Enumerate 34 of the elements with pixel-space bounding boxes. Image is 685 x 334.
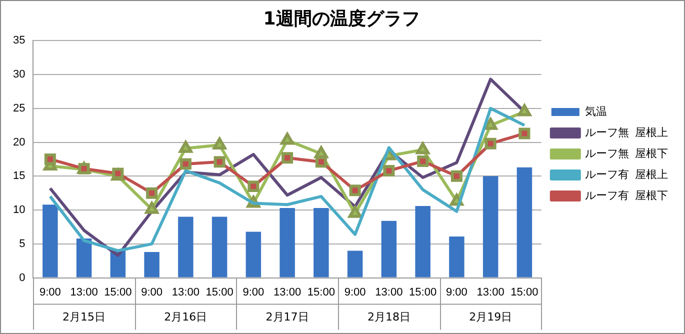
x-tick-label: 13:00 — [172, 286, 200, 298]
text: 2月16日 — [164, 310, 208, 324]
x-tick-label: 15:00 — [307, 286, 335, 298]
x-tick-label: 9:00 — [39, 286, 61, 298]
y-tick-label: 35 — [12, 34, 26, 47]
y-tick-label: 30 — [12, 68, 26, 81]
legend-label: 気温 — [584, 106, 607, 118]
x-tick-label: 15:00 — [409, 286, 437, 298]
text: 2月17日 — [266, 310, 309, 324]
x-tick-label: 15:00 — [510, 286, 538, 298]
x-tick-label: 15:00 — [206, 286, 234, 298]
x-tick-label: 13:00 — [274, 286, 302, 298]
y-tick-label: 15 — [12, 170, 26, 182]
legend-label: ルーフ有 屋根上 — [584, 168, 668, 182]
text: 2月18日 — [367, 310, 410, 324]
legend-label: ルーフ有 屋根下 — [584, 190, 668, 202]
y-tick-label: 25 — [12, 102, 26, 114]
y-tick-label: 20 — [12, 136, 26, 148]
text: 2月15日 — [62, 310, 106, 324]
y-tick-label: 5 — [19, 238, 26, 250]
text: 2月19日 — [469, 310, 512, 324]
x-tick-label: 9:00 — [446, 286, 468, 298]
x-tick-label: 9:00 — [141, 286, 163, 298]
x-tick-label: 13:00 — [476, 286, 504, 298]
x-tick-label: 13:00 — [375, 286, 403, 298]
x-tick-label: 15:00 — [104, 286, 132, 298]
legend-label: ルーフ無 屋根下 — [584, 148, 668, 160]
chart-title: 1週間の温度グラフ — [263, 8, 420, 30]
y-tick-label: 0 — [19, 272, 26, 284]
x-tick-label: 9:00 — [344, 286, 366, 298]
x-tick-label: 9:00 — [242, 286, 264, 298]
x-tick-label: 13:00 — [70, 286, 98, 298]
legend-label: ルーフ無 屋根上 — [584, 126, 668, 140]
y-tick-label: 10 — [12, 204, 26, 216]
